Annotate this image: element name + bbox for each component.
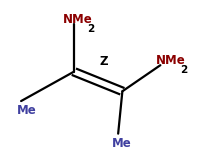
Text: 2: 2 <box>180 65 187 75</box>
Text: Z: Z <box>99 55 108 68</box>
Text: 2: 2 <box>87 24 95 34</box>
Text: Me: Me <box>112 137 132 150</box>
Text: NMe: NMe <box>63 13 93 26</box>
Text: Me: Me <box>17 104 37 117</box>
Text: NMe: NMe <box>156 54 186 67</box>
